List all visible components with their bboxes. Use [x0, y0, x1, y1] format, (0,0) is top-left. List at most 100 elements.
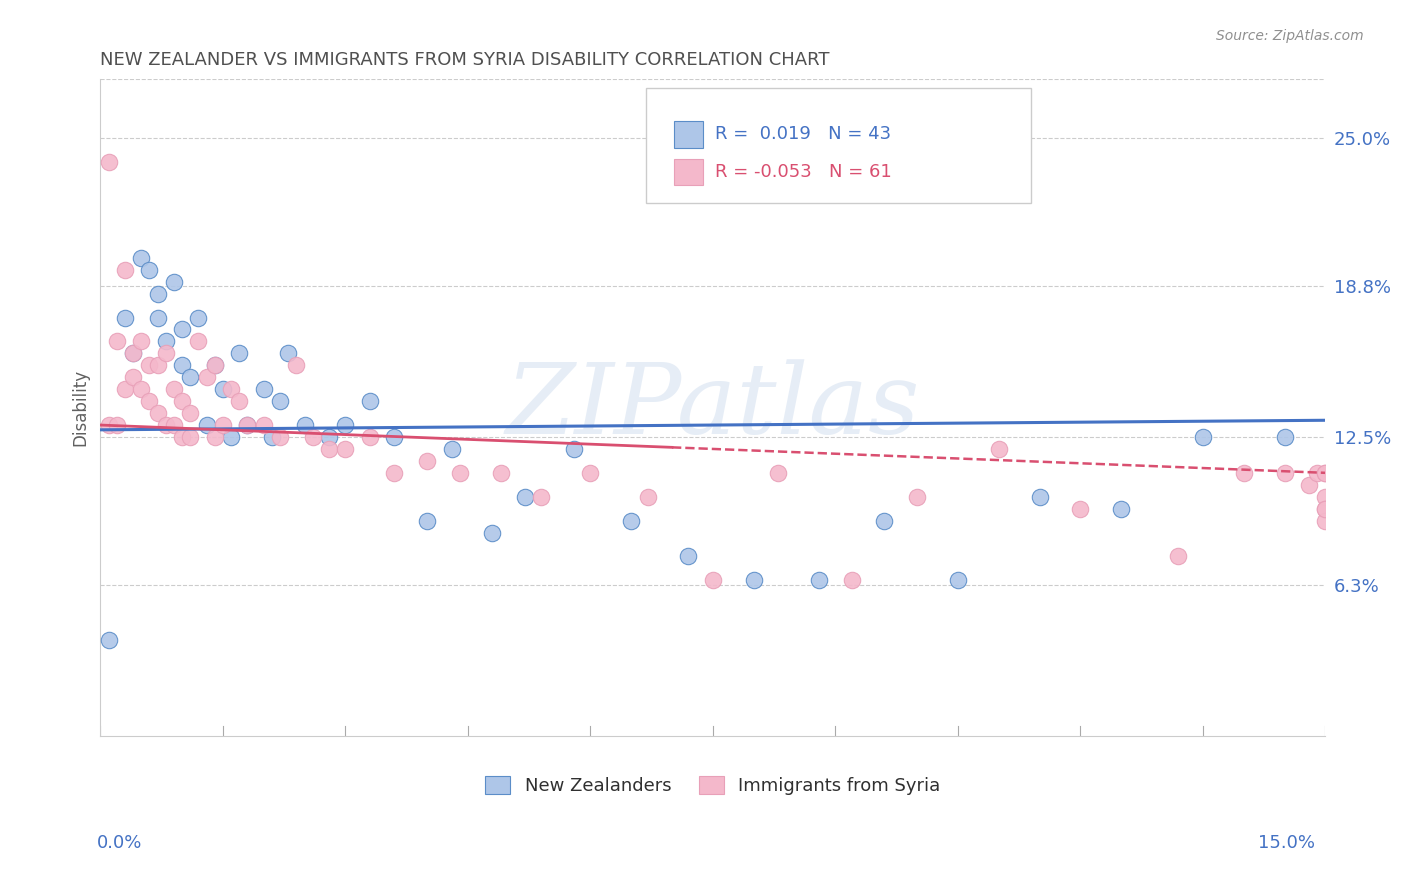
Point — [1167, 549, 1189, 564]
Point — [1315, 514, 1337, 528]
Point — [416, 514, 439, 528]
Point — [1306, 466, 1329, 480]
Point — [228, 394, 250, 409]
Point — [187, 310, 209, 325]
Point — [170, 430, 193, 444]
Point — [382, 430, 405, 444]
Y-axis label: Disability: Disability — [72, 368, 89, 446]
Point — [562, 442, 585, 456]
Point — [195, 418, 218, 433]
Point — [416, 454, 439, 468]
Point — [946, 574, 969, 588]
Point — [155, 346, 177, 360]
Point — [170, 322, 193, 336]
Point — [146, 310, 169, 325]
Point — [114, 310, 136, 325]
Point — [253, 382, 276, 396]
Point — [138, 262, 160, 277]
Point — [97, 633, 120, 648]
Point — [253, 418, 276, 433]
Point — [228, 346, 250, 360]
Point — [146, 406, 169, 420]
Point — [359, 430, 381, 444]
Point — [678, 549, 700, 564]
Point — [179, 370, 201, 384]
Point — [97, 418, 120, 433]
Point — [170, 394, 193, 409]
Point — [987, 442, 1010, 456]
Point — [236, 418, 259, 433]
Point — [1315, 501, 1337, 516]
Point — [1298, 477, 1320, 491]
Point — [219, 430, 242, 444]
Point — [318, 442, 340, 456]
Point — [905, 490, 928, 504]
Point — [1315, 501, 1337, 516]
Text: R =  0.019   N = 43: R = 0.019 N = 43 — [716, 125, 891, 143]
Point — [359, 394, 381, 409]
Point — [163, 418, 186, 433]
Point — [335, 442, 357, 456]
Point — [1274, 430, 1296, 444]
Point — [318, 430, 340, 444]
Point — [212, 382, 235, 396]
Point — [301, 430, 323, 444]
Text: R = -0.053   N = 61: R = -0.053 N = 61 — [716, 163, 891, 181]
Point — [114, 262, 136, 277]
Point — [269, 430, 291, 444]
Point — [1109, 501, 1132, 516]
Point — [163, 275, 186, 289]
FancyBboxPatch shape — [673, 159, 703, 185]
Point — [449, 466, 471, 480]
Point — [766, 466, 789, 480]
Point — [204, 430, 226, 444]
Point — [114, 382, 136, 396]
Text: NEW ZEALANDER VS IMMIGRANTS FROM SYRIA DISABILITY CORRELATION CHART: NEW ZEALANDER VS IMMIGRANTS FROM SYRIA D… — [100, 51, 830, 69]
Point — [1315, 466, 1337, 480]
Point — [155, 418, 177, 433]
Point — [163, 382, 186, 396]
Point — [620, 514, 643, 528]
Point — [808, 574, 831, 588]
Point — [1028, 490, 1050, 504]
Point — [236, 418, 259, 433]
Point — [1315, 466, 1337, 480]
Point — [138, 359, 160, 373]
Point — [146, 359, 169, 373]
Point — [637, 490, 659, 504]
Point — [579, 466, 602, 480]
Point — [146, 286, 169, 301]
Point — [1233, 466, 1256, 480]
Point — [179, 430, 201, 444]
Point — [105, 418, 128, 433]
Point — [212, 418, 235, 433]
Point — [530, 490, 553, 504]
Point — [873, 514, 896, 528]
Point — [1192, 430, 1215, 444]
Point — [489, 466, 512, 480]
Point — [138, 394, 160, 409]
Point — [179, 406, 201, 420]
Point — [170, 359, 193, 373]
Point — [841, 574, 863, 588]
Point — [277, 346, 299, 360]
Point — [129, 382, 152, 396]
Point — [204, 359, 226, 373]
Point — [481, 525, 503, 540]
Point — [513, 490, 536, 504]
Point — [155, 334, 177, 349]
Point — [1069, 501, 1091, 516]
Point — [195, 370, 218, 384]
Point — [105, 334, 128, 349]
Point — [122, 346, 145, 360]
Point — [285, 359, 308, 373]
Point — [129, 334, 152, 349]
Point — [122, 346, 145, 360]
Point — [335, 418, 357, 433]
Text: ZIPatlas: ZIPatlas — [506, 359, 920, 455]
Point — [129, 251, 152, 265]
Point — [219, 382, 242, 396]
FancyBboxPatch shape — [645, 88, 1032, 203]
Point — [97, 155, 120, 169]
Point — [294, 418, 316, 433]
